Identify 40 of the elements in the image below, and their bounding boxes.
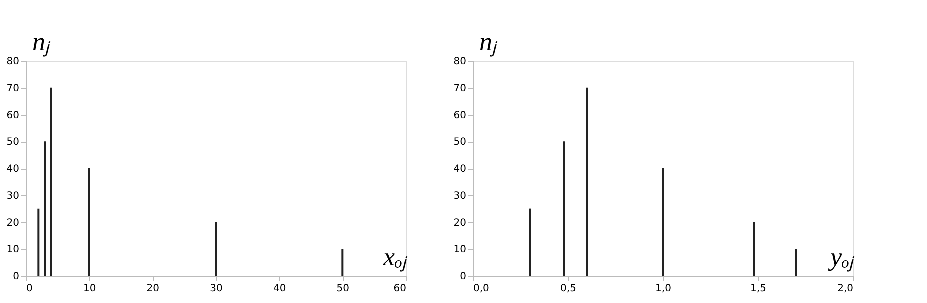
y-tick-label: 0 [13,272,20,282]
x-tick-label: 60 [394,284,406,294]
y-tick-label: 30 [6,190,20,202]
y-tick-label: 60 [454,110,466,122]
y-tick-label: 70 [6,83,20,94]
x-tick-label: 0,5 [560,284,576,294]
x-tick-label: 10 [83,284,96,294]
x-tick-label: 1,0 [656,284,672,294]
bar [215,222,217,276]
x-tick-label: 0,0 [474,284,490,294]
y-tick-label: 10 [454,244,466,256]
y-tick-label: 40 [6,164,20,175]
y-tick-label: 80 [454,56,466,68]
x-tick-label: 20 [146,284,160,294]
y-tick-label: 20 [6,218,20,229]
y-tick-label: 0 [460,272,466,282]
bar [342,249,344,276]
y-tick-label: 20 [454,218,466,229]
y-tick-label: 40 [454,164,466,175]
x-tick-label: 40 [273,284,286,294]
y-tick-label: 10 [6,244,20,256]
y-tick-label: 70 [454,83,466,94]
bar [44,142,46,276]
y-tick-label: 50 [454,137,466,148]
x-tick-label: 50 [336,284,350,294]
bar [38,208,40,276]
x-tick-label: 0 [26,284,33,294]
y-tick-label: 50 [6,137,20,148]
x-tick-label: 1,5 [750,284,766,294]
y-tick-label: 80 [6,56,20,68]
y-tick-label: 30 [454,190,466,202]
y-tick-label: 60 [6,110,20,122]
bar [50,88,52,276]
x-tick-label: 30 [210,284,223,294]
x-axis-title: yₒⱼ [828,242,856,272]
y-axis-title: nⱼ [480,28,498,58]
x-axis-title: xₒⱼ [382,242,408,272]
x-tick-label: 2,0 [838,284,854,294]
y-axis-title: nⱼ [32,28,52,58]
bar [88,168,90,276]
